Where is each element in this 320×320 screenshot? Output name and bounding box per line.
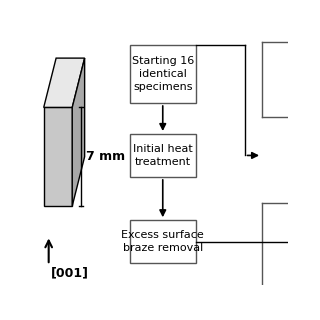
- Bar: [130, 134, 196, 177]
- Text: Excess surface
braze removal: Excess surface braze removal: [121, 230, 204, 253]
- Bar: [130, 220, 196, 263]
- Text: Initial heat
treatment: Initial heat treatment: [133, 144, 193, 167]
- Bar: [130, 45, 196, 103]
- Text: Starting 16
identical
specimens: Starting 16 identical specimens: [132, 56, 194, 92]
- Polygon shape: [44, 58, 84, 108]
- Polygon shape: [44, 108, 72, 206]
- Text: 7 mm: 7 mm: [86, 150, 125, 163]
- Text: [001]: [001]: [51, 266, 89, 279]
- Polygon shape: [72, 58, 84, 206]
